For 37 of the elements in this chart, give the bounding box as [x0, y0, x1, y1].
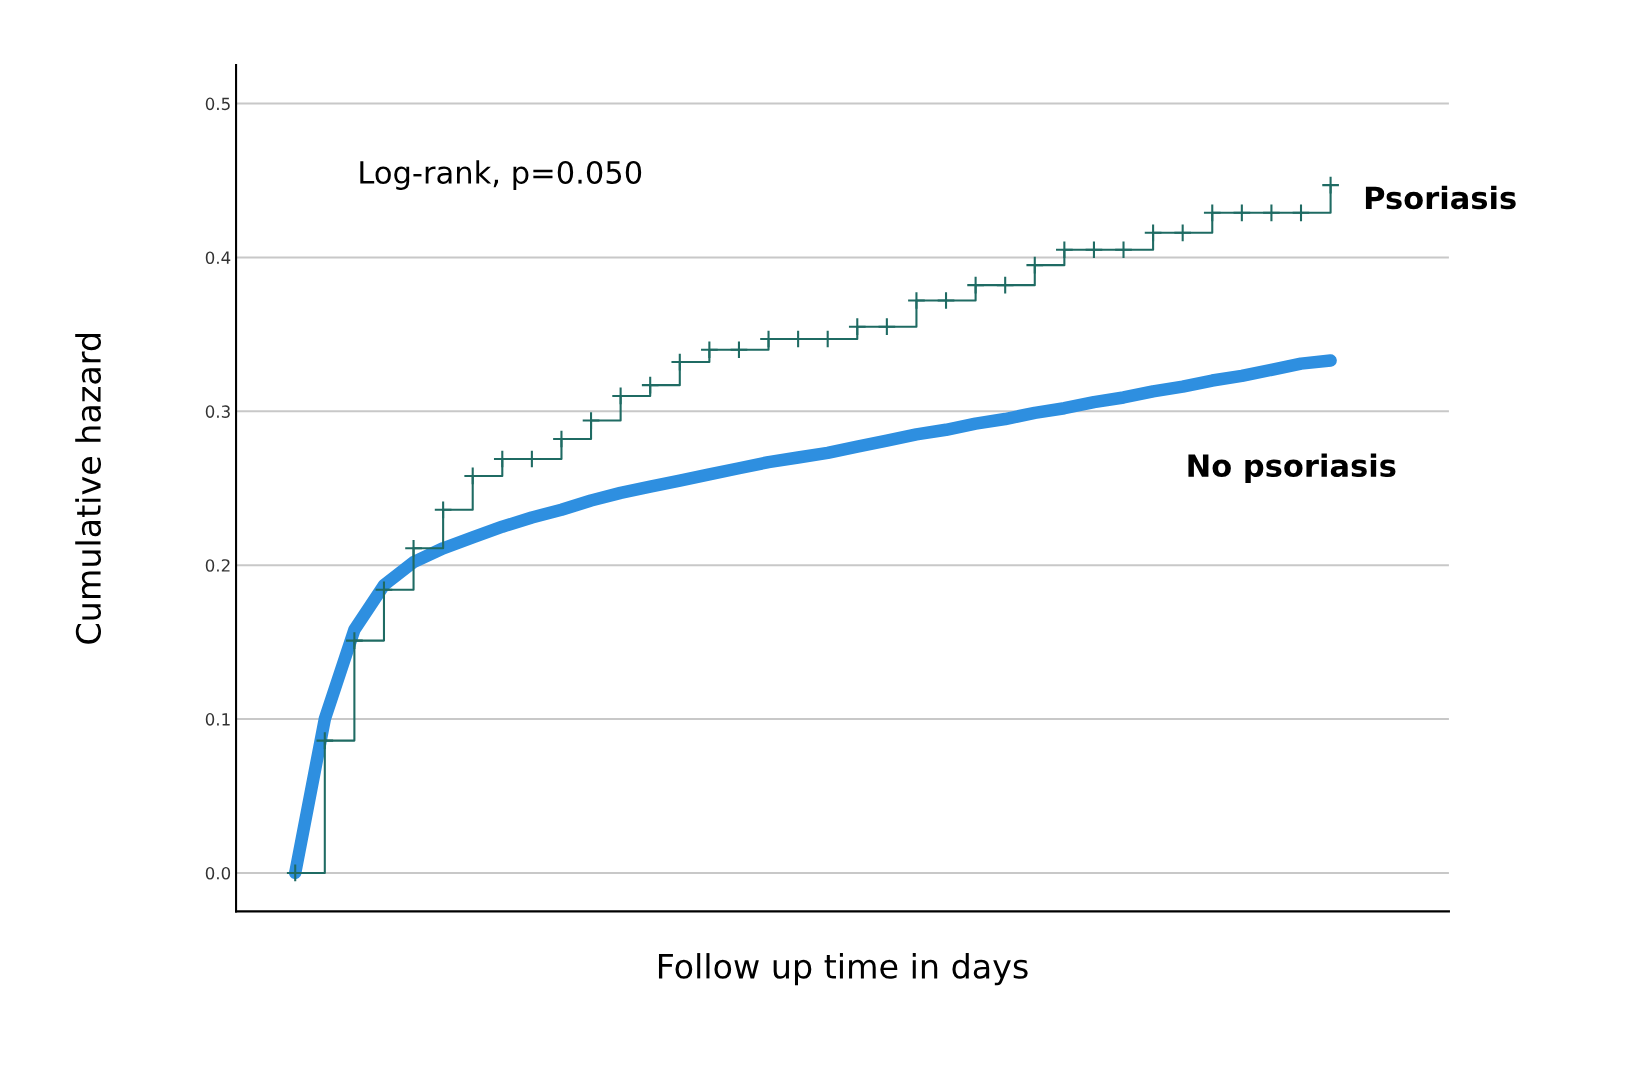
point [581, 411, 601, 430]
x-axis-title: Follow up time in days [658, 953, 1028, 986]
point [404, 538, 423, 558]
point [433, 500, 453, 520]
point [640, 375, 660, 395]
text: No psoriasis [1188, 453, 1396, 484]
y-tick-label: 0.3 [205, 405, 230, 418]
y-tick-label: 0.5 [205, 97, 230, 111]
point [1143, 223, 1163, 243]
point [1114, 240, 1133, 260]
point [729, 340, 749, 360]
point [1321, 175, 1340, 195]
point [907, 291, 926, 310]
point [1054, 240, 1074, 260]
point [877, 317, 897, 337]
y-tick-label: 0.4 [205, 251, 231, 265]
point [1025, 255, 1045, 275]
series-label: Psoriasis [1365, 185, 1516, 210]
point [1262, 203, 1281, 223]
point [966, 275, 985, 295]
point [1232, 203, 1252, 223]
point [847, 317, 867, 337]
y-axis-title: Cumulative hazard [75, 333, 102, 644]
y-tick-label: 0.2 [205, 559, 230, 572]
annotation: Log-rank, p=0.050 [360, 160, 642, 190]
point [1084, 240, 1104, 260]
point [374, 580, 394, 600]
point [700, 340, 719, 360]
point [995, 275, 1015, 295]
point [315, 731, 335, 750]
y-tick-label: 0.1 [205, 713, 230, 726]
y-tick-label: 0.0 [205, 866, 231, 880]
point [1202, 203, 1222, 223]
point [1291, 203, 1311, 223]
point [345, 631, 364, 650]
point [936, 291, 956, 310]
point [1173, 223, 1193, 243]
